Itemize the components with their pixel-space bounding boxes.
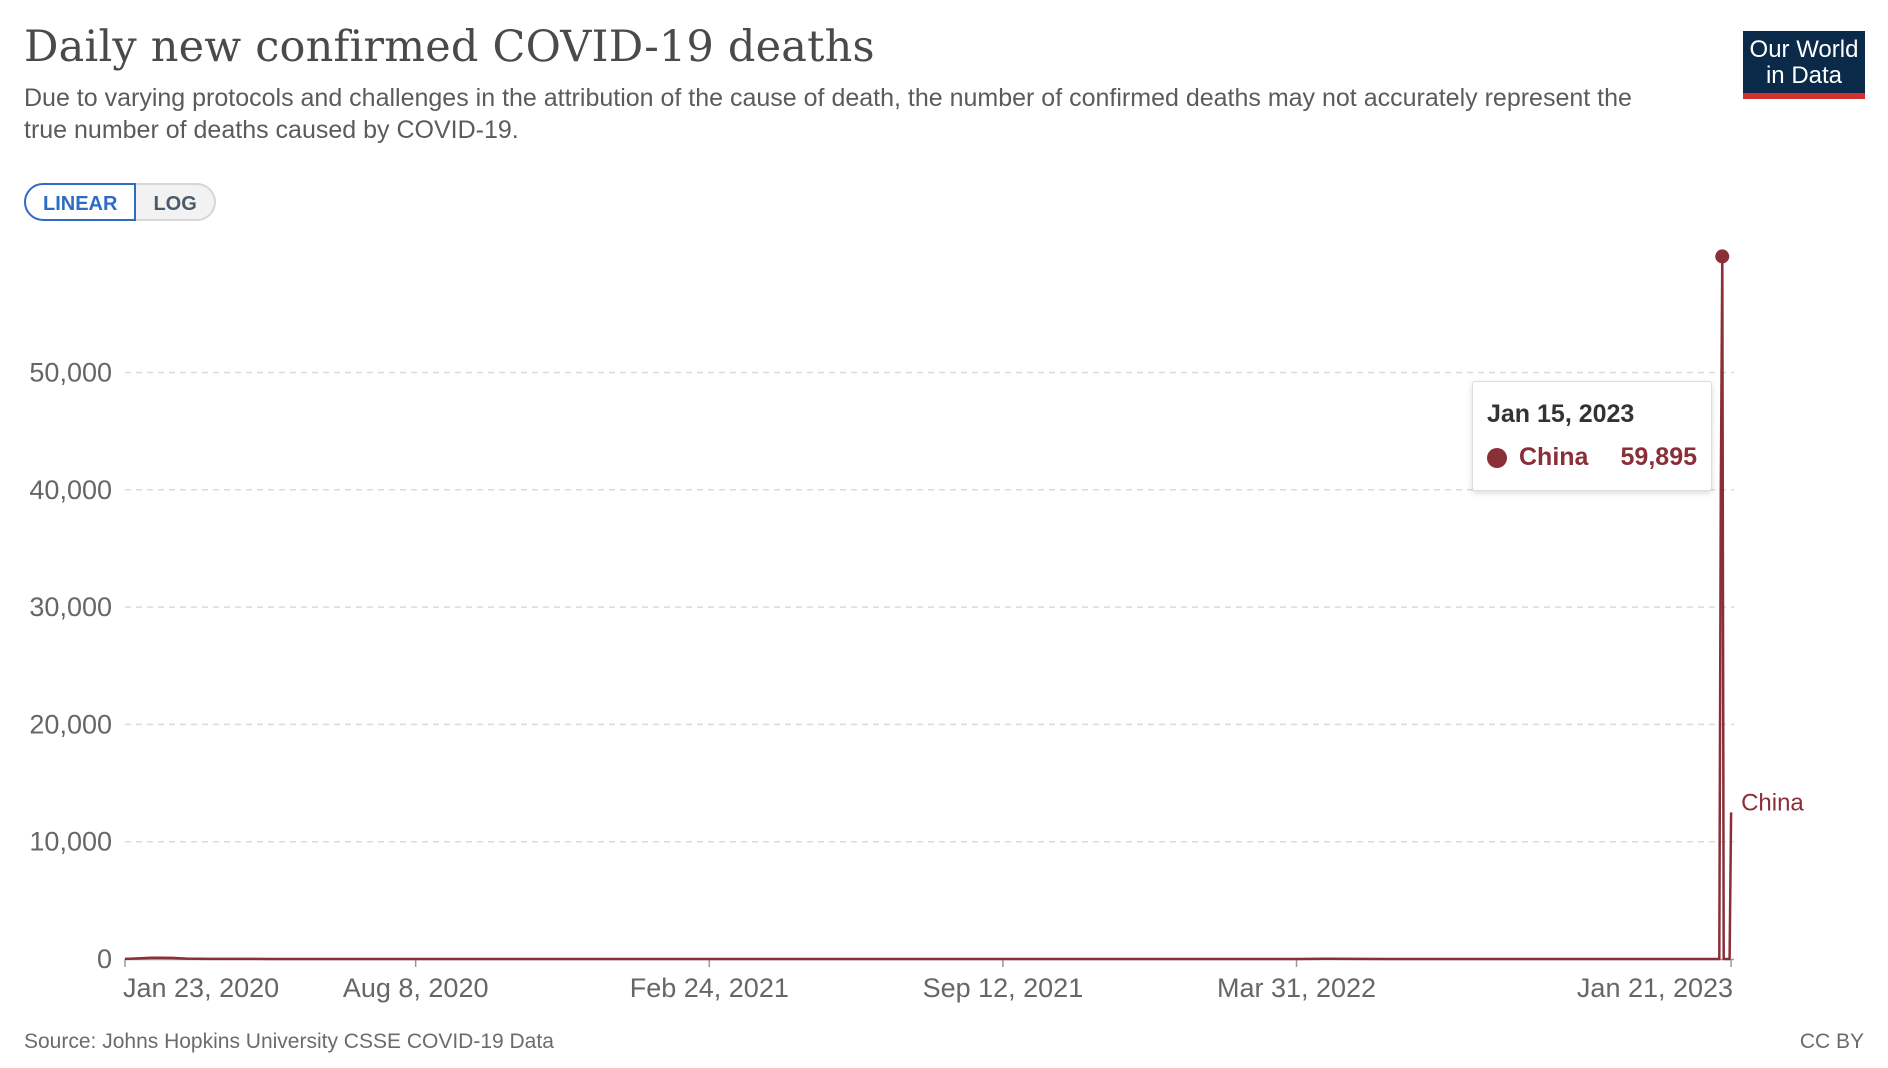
logo-line-1: Our World [1749,36,1859,63]
tooltip-value: 59,895 [1620,443,1697,471]
y-axis-ticks: 0 10,000 20,000 30,000 40,000 50,000 [29,358,112,975]
y-tick-label: 20,000 [29,709,112,739]
linear-scale-button[interactable]: LINEAR [24,183,137,221]
log-scale-button[interactable]: LOG [136,183,216,221]
tooltip-series-dot [1487,447,1507,468]
logo-line-2: in Data [1765,62,1843,89]
series-end-label: China [1741,789,1804,816]
highlight-point [1715,249,1730,264]
x-tick-label: Jan 21, 2023 [1577,973,1733,1003]
tooltip-row: China 59,895 [1487,443,1697,472]
x-tick-label: Aug 8, 2020 [343,973,489,1003]
source-note[interactable]: Source: Johns Hopkins University CSSE CO… [24,1030,554,1053]
y-tick-label: 10,000 [29,827,112,857]
tooltip-series-name: China [1519,443,1589,471]
y-tick-label: 50,000 [29,358,112,388]
hover-tooltip: Jan 15, 2023 China 59,895 [1472,381,1712,491]
tooltip-date: Jan 15, 2023 [1487,400,1635,428]
chart-title: Daily new confirmed COVID-19 deaths [24,22,875,72]
scale-toggle: LINEAR LOG [24,183,216,221]
x-axis-ticks: Jan 23, 2020 Aug 8, 2020 Feb 24, 2021 Sep 1… [123,958,1734,1003]
series-group: China [124,249,1804,961]
x-tick-label: Sep 12, 2021 [923,973,1084,1003]
owid-logo[interactable]: Our World in Data [1743,31,1865,99]
x-tick-label: Mar 31, 2022 [1217,973,1376,1003]
x-tick-label: Jan 23, 2020 [123,973,279,1003]
y-tick-label: 0 [97,944,112,974]
chart-subtitle: Due to varying protocols and challenges … [24,84,1632,144]
gridlines [125,371,1734,843]
x-tick-label: Feb 24, 2021 [630,973,789,1003]
license-link[interactable]: CC BY [1799,1030,1864,1053]
logo-accent-bar [1743,93,1865,99]
y-tick-label: 40,000 [29,475,112,505]
y-tick-label: 30,000 [29,592,112,622]
